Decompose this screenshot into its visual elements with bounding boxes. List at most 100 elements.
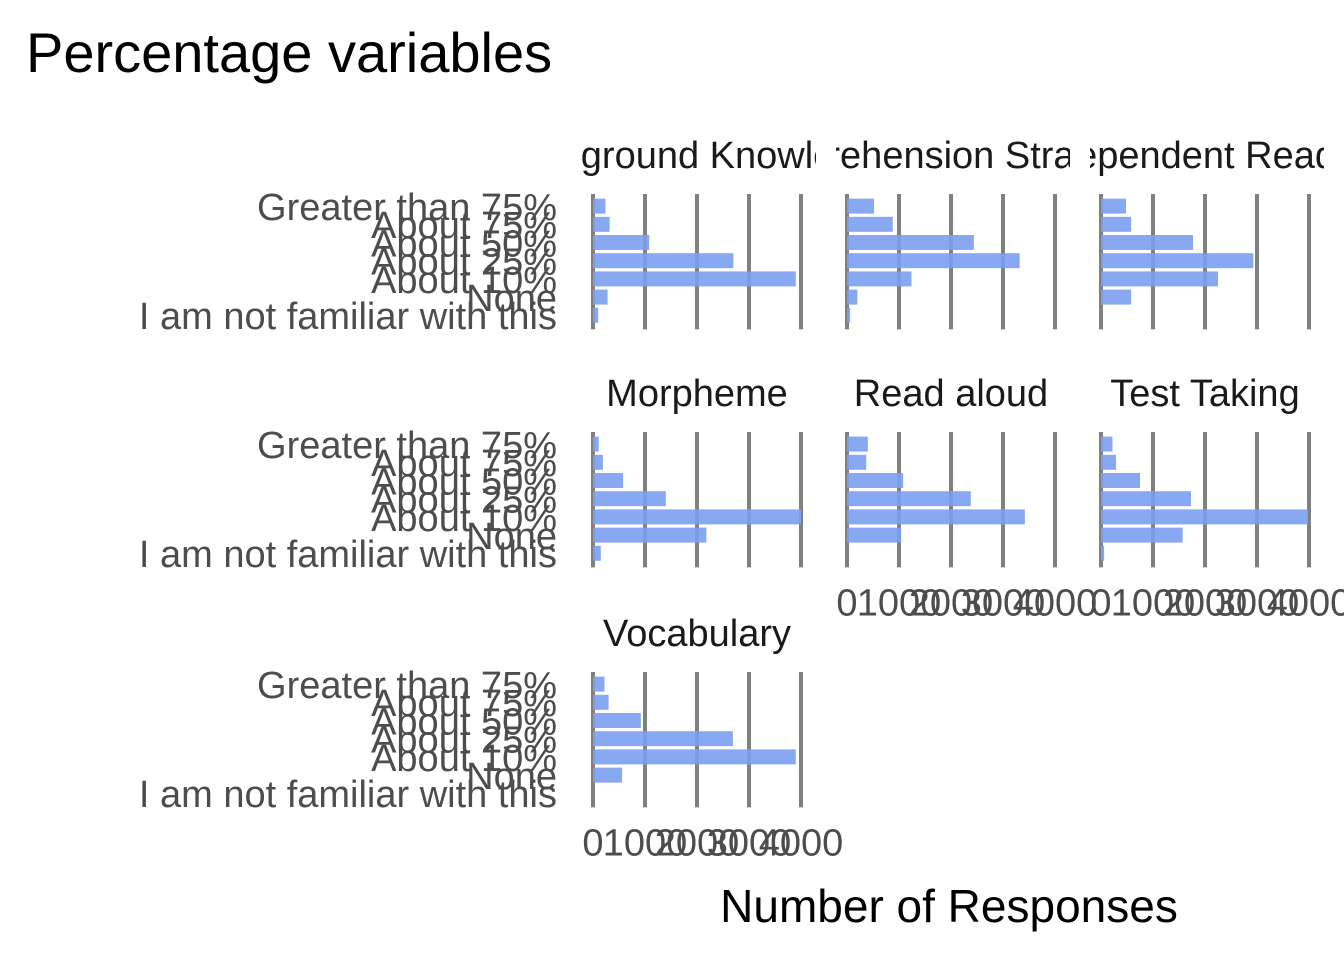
bar <box>847 491 971 507</box>
category-label: I am not familiar with this <box>139 534 557 576</box>
bar <box>847 454 867 470</box>
bar <box>1101 527 1183 543</box>
x-tick-label: 0 <box>1090 582 1111 624</box>
panel-title: Independent Reading <box>1023 135 1344 177</box>
category-label: None <box>466 278 557 320</box>
chart-title: Percentage variables <box>26 21 552 84</box>
panel-title: Vocabulary <box>603 613 791 655</box>
x-tick-label: 1000 <box>1111 582 1196 624</box>
category-label: None <box>466 756 557 798</box>
category-label: Greater than 75% <box>257 665 557 707</box>
category-label: About 25% <box>371 242 557 284</box>
x-tick-label: 0 <box>836 582 857 624</box>
bar <box>847 198 875 214</box>
bar <box>1101 454 1117 470</box>
category-label: None <box>466 516 557 558</box>
bar <box>1101 235 1194 250</box>
bar <box>593 216 610 232</box>
category-label: Greater than 75% <box>257 425 557 467</box>
bar <box>1101 216 1132 232</box>
bar <box>593 198 606 214</box>
bar <box>593 545 601 561</box>
bar <box>847 473 904 488</box>
panel-comprehension-strategies: Comprehension Strategies <box>726 135 1176 330</box>
bar <box>593 473 624 488</box>
bar <box>593 454 603 470</box>
category-label: About 25% <box>371 720 557 762</box>
panel-independent-reading: Independent Reading <box>1023 135 1344 330</box>
bar <box>593 527 707 543</box>
x-tick-label: 2000 <box>655 822 740 864</box>
bar <box>847 509 1025 525</box>
x-tick-label: 3000 <box>961 582 1046 624</box>
category-label: About 75% <box>371 443 557 485</box>
x-tick-label: 4000 <box>759 822 844 864</box>
category-label: About 50% <box>371 701 557 743</box>
bar <box>593 271 796 287</box>
category-label: About 10% <box>371 498 557 540</box>
bar <box>593 713 641 728</box>
bar <box>593 436 599 452</box>
category-label: I am not familiar with this <box>139 296 557 338</box>
category-label: About 10% <box>371 738 557 780</box>
category-label: About 50% <box>371 461 557 503</box>
bar <box>847 253 1020 269</box>
category-label: About 10% <box>371 260 557 302</box>
bar <box>593 253 734 269</box>
category-label: About 75% <box>371 205 557 247</box>
bar <box>1101 436 1113 452</box>
category-label: About 50% <box>371 223 557 265</box>
bar <box>847 527 902 543</box>
bar <box>593 509 801 525</box>
x-tick-label: 0 <box>582 822 603 864</box>
bar <box>593 694 609 710</box>
x-tick-label: 1000 <box>857 582 942 624</box>
category-label: About 75% <box>371 683 557 725</box>
x-tick-label: 1000 <box>603 822 688 864</box>
bar <box>1101 253 1254 269</box>
category-label: I am not familiar with this <box>139 774 557 816</box>
bar <box>593 676 605 692</box>
x-tick-label: 4000 <box>1267 582 1344 624</box>
bar <box>847 436 868 452</box>
bar <box>1101 491 1191 507</box>
bar <box>593 749 796 765</box>
bar <box>1101 271 1218 287</box>
bar <box>593 491 666 507</box>
panel-title: Test Taking <box>1110 373 1299 415</box>
bar <box>593 731 733 747</box>
x-tick-label: 2000 <box>909 582 994 624</box>
category-label: Greater than 75% <box>257 187 557 229</box>
category-label: About 25% <box>371 480 557 522</box>
x-tick-label: 2000 <box>1163 582 1248 624</box>
bar <box>593 289 608 305</box>
panel-title: Background Knowledge <box>496 135 897 177</box>
bar <box>847 307 851 323</box>
bar <box>1101 289 1132 305</box>
panel-title: Comprehension Strategies <box>726 135 1176 177</box>
bar <box>593 235 650 250</box>
bar <box>1101 509 1308 525</box>
bar <box>847 271 912 287</box>
x-axis-label: Number of Responses <box>720 880 1178 932</box>
panel-morpheme: Morpheme Greater than 75%About 75%About 5… <box>139 373 803 576</box>
bar <box>1101 198 1126 214</box>
x-tick-label: 3000 <box>707 822 792 864</box>
x-tick-label: 4000 <box>1013 582 1098 624</box>
bar <box>847 216 893 232</box>
x-tick-label: 3000 <box>1215 582 1300 624</box>
bar <box>1101 473 1140 488</box>
bar <box>847 289 858 305</box>
bar <box>1101 545 1105 561</box>
bar <box>847 235 974 250</box>
panel-title: Morpheme <box>606 373 788 415</box>
bar <box>593 767 623 783</box>
bar <box>593 307 599 323</box>
panel-title: Read aloud <box>854 373 1048 415</box>
